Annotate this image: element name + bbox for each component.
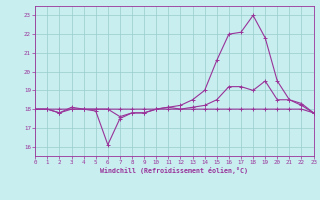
X-axis label: Windchill (Refroidissement éolien,°C): Windchill (Refroidissement éolien,°C) — [100, 167, 248, 174]
